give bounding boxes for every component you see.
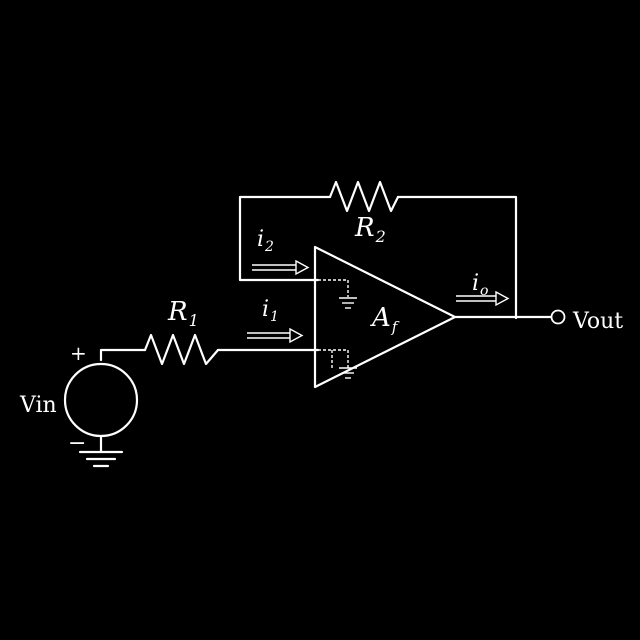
resistor-r1 bbox=[143, 333, 220, 366]
io-arrow bbox=[456, 290, 510, 307]
i1-arrow bbox=[247, 327, 304, 344]
i2-arrow bbox=[252, 259, 310, 276]
feedback-wire bbox=[238, 195, 518, 320]
resistor-r2 bbox=[328, 180, 400, 213]
source-minus-sign: − bbox=[68, 431, 86, 456]
op-amp bbox=[313, 245, 457, 389]
vout-terminal bbox=[550, 309, 566, 325]
r2-label: R2 bbox=[354, 213, 386, 246]
amp-gain-label: Af bbox=[370, 303, 400, 336]
inverting-input-port bbox=[318, 279, 357, 309]
i1-label: i1 bbox=[262, 297, 279, 325]
io-label: io bbox=[472, 271, 488, 299]
i2-label: i2 bbox=[257, 227, 274, 255]
noninverting-input-port bbox=[318, 349, 357, 379]
input-wire bbox=[99, 348, 320, 362]
ground-icon bbox=[78, 434, 124, 468]
vout-label: Vout bbox=[572, 309, 623, 334]
r1-label: R1 bbox=[167, 297, 199, 330]
voltage-source bbox=[63, 362, 139, 438]
source-plus-sign: + bbox=[70, 341, 87, 365]
vin-label: Vin bbox=[19, 393, 57, 418]
